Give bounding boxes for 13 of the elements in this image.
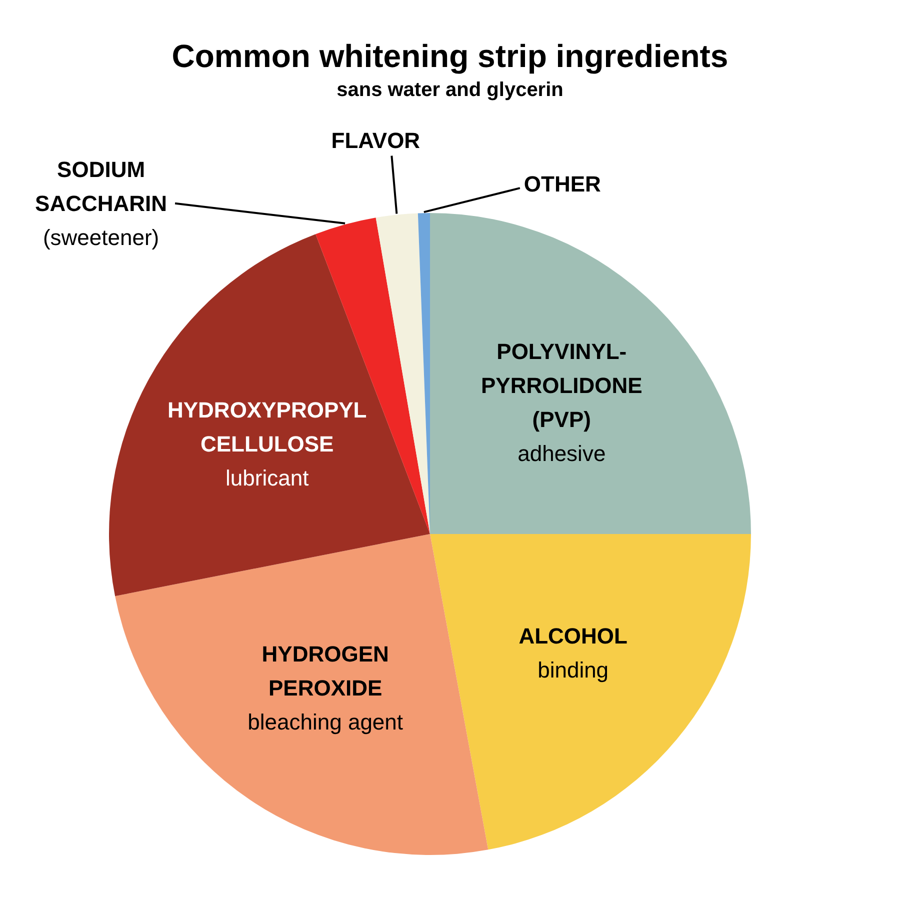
pie-slice — [376, 213, 430, 534]
pie-slice — [430, 534, 751, 850]
pie-slice — [430, 213, 751, 534]
slice-label: POLYVINYL- PYRROLIDONE (PVP) adhesive — [480, 338, 642, 466]
slice-label: FLAVOR — [331, 128, 420, 154]
slice-label: ALCOHOL binding — [518, 624, 628, 683]
slice-label: SODIUM SACCHARIN (sweetener) — [35, 156, 168, 250]
slice-label: HYDROXYPROPYL CELLULOSE lubricant — [168, 397, 367, 490]
slice-label: OTHER — [524, 172, 602, 197]
chart-subtitle: sans water and glycerin — [336, 79, 564, 101]
chart-title: Common whitening strip ingredients — [172, 38, 728, 74]
pie-slice — [115, 534, 488, 855]
slice-label: HYDROGEN PEROXIDE bleaching agent — [248, 641, 404, 734]
